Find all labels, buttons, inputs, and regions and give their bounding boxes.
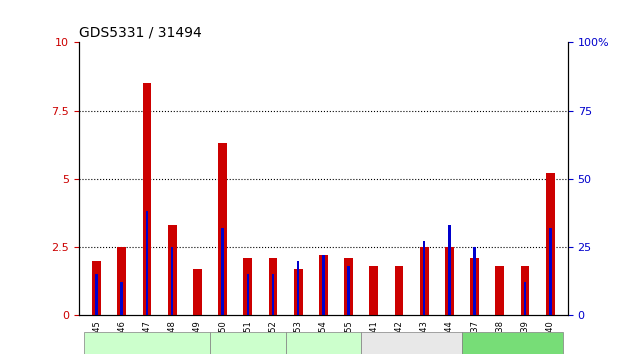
- Text: GDS5331 / 31494: GDS5331 / 31494: [79, 26, 202, 40]
- Bar: [146, 211, 148, 315]
- Bar: [193, 269, 202, 315]
- FancyBboxPatch shape: [462, 332, 563, 354]
- Bar: [394, 266, 403, 315]
- Bar: [369, 266, 378, 315]
- Bar: [95, 274, 98, 315]
- Bar: [244, 258, 252, 315]
- Bar: [117, 247, 126, 315]
- Bar: [168, 225, 177, 315]
- Bar: [272, 274, 274, 315]
- Bar: [344, 258, 353, 315]
- Bar: [294, 269, 303, 315]
- Bar: [171, 247, 174, 315]
- Bar: [524, 282, 526, 315]
- Bar: [423, 241, 425, 315]
- FancyBboxPatch shape: [210, 332, 286, 354]
- Bar: [495, 266, 504, 315]
- Bar: [221, 228, 224, 315]
- Bar: [319, 255, 327, 315]
- Bar: [546, 173, 555, 315]
- Bar: [473, 247, 476, 315]
- Bar: [420, 247, 428, 315]
- Bar: [92, 261, 101, 315]
- Bar: [549, 228, 551, 315]
- Bar: [218, 143, 227, 315]
- FancyBboxPatch shape: [286, 332, 361, 354]
- Bar: [521, 266, 529, 315]
- Bar: [247, 274, 249, 315]
- FancyBboxPatch shape: [84, 332, 210, 354]
- Bar: [143, 84, 151, 315]
- Bar: [297, 261, 300, 315]
- Bar: [470, 258, 479, 315]
- Bar: [347, 266, 350, 315]
- Bar: [121, 282, 123, 315]
- FancyBboxPatch shape: [361, 332, 462, 354]
- Bar: [269, 258, 278, 315]
- Bar: [322, 255, 324, 315]
- Bar: [445, 247, 454, 315]
- Bar: [448, 225, 451, 315]
